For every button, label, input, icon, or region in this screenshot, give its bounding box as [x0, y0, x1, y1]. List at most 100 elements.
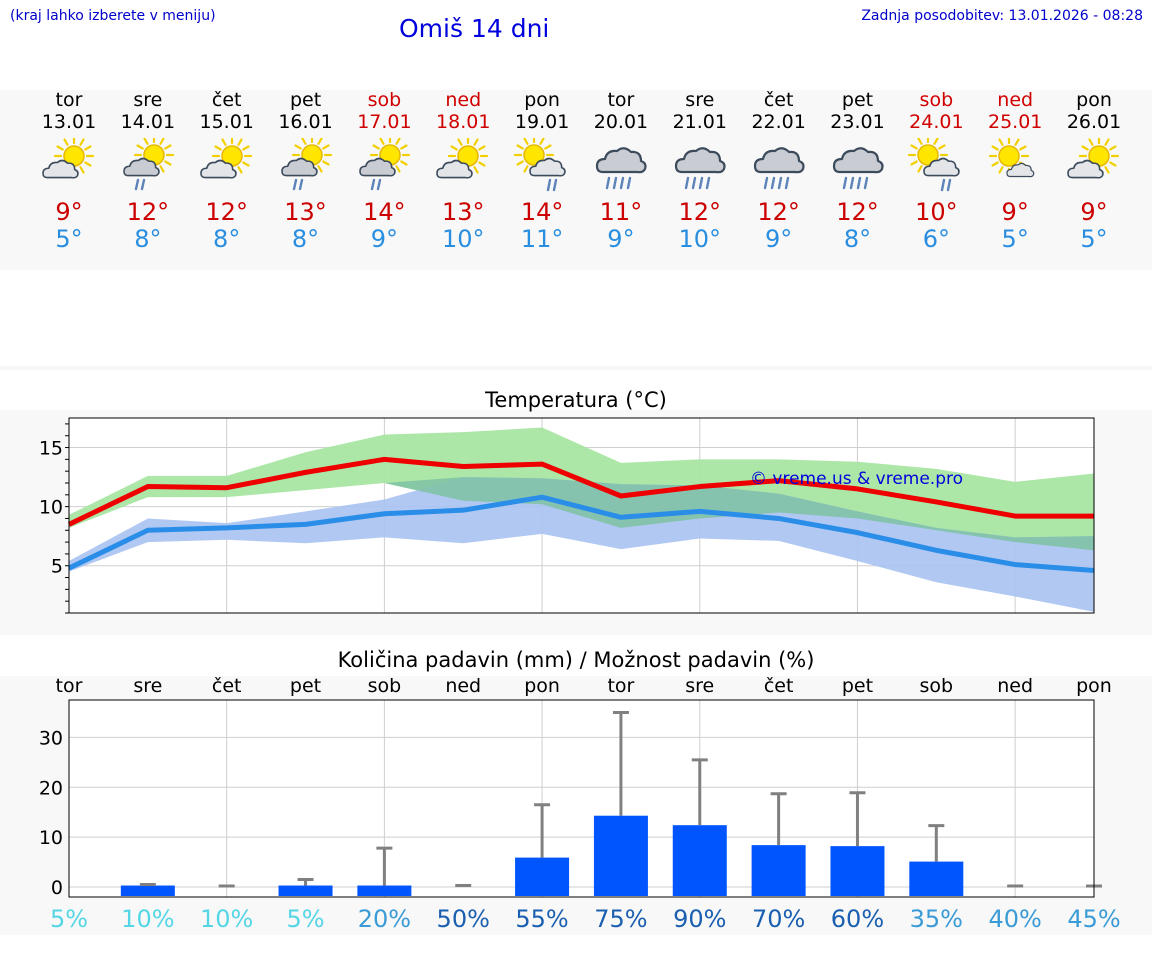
sun-cloud-drizzle-icon	[356, 134, 412, 194]
sun-cloud-drizzle-icon	[120, 134, 176, 194]
precip-y-tick-label: 0	[51, 877, 63, 899]
rain-drops	[605, 176, 632, 190]
day-date: 26.01	[1066, 111, 1122, 133]
cloud-heavy-rain-icon	[751, 138, 807, 194]
cloud-shape	[923, 157, 961, 177]
precip-day-label: pet	[290, 675, 321, 697]
cloud-shape	[753, 147, 805, 174]
day-name: pon	[1076, 89, 1112, 111]
rain-drops	[684, 176, 710, 190]
precip-probability: 5%	[286, 905, 324, 933]
day-max-temp: 9°	[1001, 198, 1029, 226]
day-name: pet	[289, 89, 322, 111]
sun-shape	[908, 134, 949, 176]
day-min-temp: 5°	[55, 225, 83, 253]
precip-day-label: tor	[607, 675, 634, 697]
day-date: 22.01	[751, 111, 806, 133]
precip-bar	[357, 885, 412, 896]
precip-day-label: čet	[212, 675, 242, 697]
precip-bar	[120, 885, 175, 896]
day-max-temp: 9°	[55, 198, 83, 226]
day-max-temp: 13°	[284, 198, 327, 226]
precip-probability: 50%	[437, 905, 490, 933]
day-max-temp: 12°	[126, 198, 170, 226]
day-date: 19.01	[514, 111, 570, 133]
precip-day-label: sre	[133, 675, 162, 697]
day-name: tor	[55, 89, 83, 111]
sun-shape	[448, 135, 489, 177]
day-name: sre	[685, 89, 715, 111]
cloud-shape	[436, 159, 473, 179]
precip-probability: 35%	[910, 905, 963, 933]
day-name: sob	[919, 89, 954, 111]
page-title: Omiš 14 dni	[399, 14, 550, 43]
cloud-shape	[123, 157, 160, 177]
day-min-temp: 8°	[134, 225, 162, 253]
precip-bar	[672, 825, 727, 896]
sun-cloud-drizzle-icon	[278, 134, 334, 194]
day-name: pet	[841, 89, 874, 111]
precip-probability: 45%	[1067, 905, 1120, 933]
day-min-temp: 10°	[441, 225, 485, 253]
temp-y-tick-label: 10	[39, 497, 63, 519]
day-date: 15.01	[199, 111, 254, 133]
precip-probability: 10%	[121, 905, 174, 933]
day-date: 25.01	[987, 111, 1043, 133]
precip-probability: 5%	[50, 905, 88, 933]
precip-probability: 20%	[358, 905, 411, 933]
day-name: pon	[524, 89, 560, 111]
temperature-chart-title: Temperatura (°C)	[485, 388, 667, 412]
precip-probability: 60%	[831, 905, 884, 933]
day-name: sob	[367, 89, 402, 111]
cloud-shape	[832, 147, 884, 174]
precip-day-label: sre	[685, 675, 714, 697]
overlap-range-band	[69, 477, 1094, 551]
precip-probability: 10%	[200, 905, 253, 933]
day-min-temp: 8°	[843, 225, 872, 253]
cloud-shape	[529, 157, 566, 177]
last-update-value: 13.01.2026 - 08:28	[1008, 8, 1143, 24]
day-min-temp: 9°	[607, 225, 635, 253]
day-max-temp: 12°	[678, 198, 722, 226]
rain-drops	[941, 178, 952, 192]
day-date: 20.01	[593, 111, 649, 133]
rain-drops	[763, 176, 789, 190]
precip-bar	[830, 846, 885, 896]
cloud-shape	[42, 159, 79, 179]
cloud-shape	[595, 147, 647, 174]
sun-cloud-icon	[435, 135, 491, 194]
precip-probability: 55%	[515, 905, 568, 933]
sun-cloud-icon	[41, 135, 97, 194]
rain-drops	[546, 178, 558, 192]
cloud-shape	[1006, 162, 1035, 178]
menu-hint: (kraj lahko izberete v meniju)	[10, 8, 216, 24]
rain-drops	[134, 178, 146, 191]
temp-y-tick-label: 5	[51, 556, 63, 578]
day-max-temp: 12°	[757, 198, 800, 226]
precip-day-label: ned	[445, 675, 481, 697]
precip-day-label: sob	[368, 675, 402, 697]
rain-drops	[292, 178, 303, 191]
day-max-temp: 14°	[363, 198, 406, 226]
precip-day-label: čet	[764, 675, 794, 697]
temp-y-tick-label: 15	[39, 438, 63, 460]
day-max-temp: 11°	[599, 198, 643, 226]
day-date: 24.01	[909, 111, 964, 133]
day-min-temp: 5°	[1001, 225, 1029, 253]
day-date: 21.01	[672, 111, 727, 133]
last-update-label: Zadnja posodobitev:	[861, 8, 1005, 24]
precip-day-label: pet	[842, 675, 873, 697]
precip-day-label: tor	[56, 675, 83, 697]
sun-cloud-rain-icon	[513, 134, 570, 194]
last-update: Zadnja posodobitev: 13.01.2026 - 08:28	[861, 8, 1143, 24]
min-temp-line	[67, 494, 1095, 573]
day-max-temp: 9°	[1080, 198, 1108, 226]
day-min-temp: 8°	[213, 225, 241, 253]
precip-bar	[751, 845, 806, 896]
precip-bar	[909, 861, 964, 896]
day-min-temp: 8°	[291, 225, 320, 253]
max-temp-line	[67, 456, 1094, 527]
cloud-shape	[199, 159, 237, 179]
cloud-heavy-rain-icon	[830, 138, 886, 194]
